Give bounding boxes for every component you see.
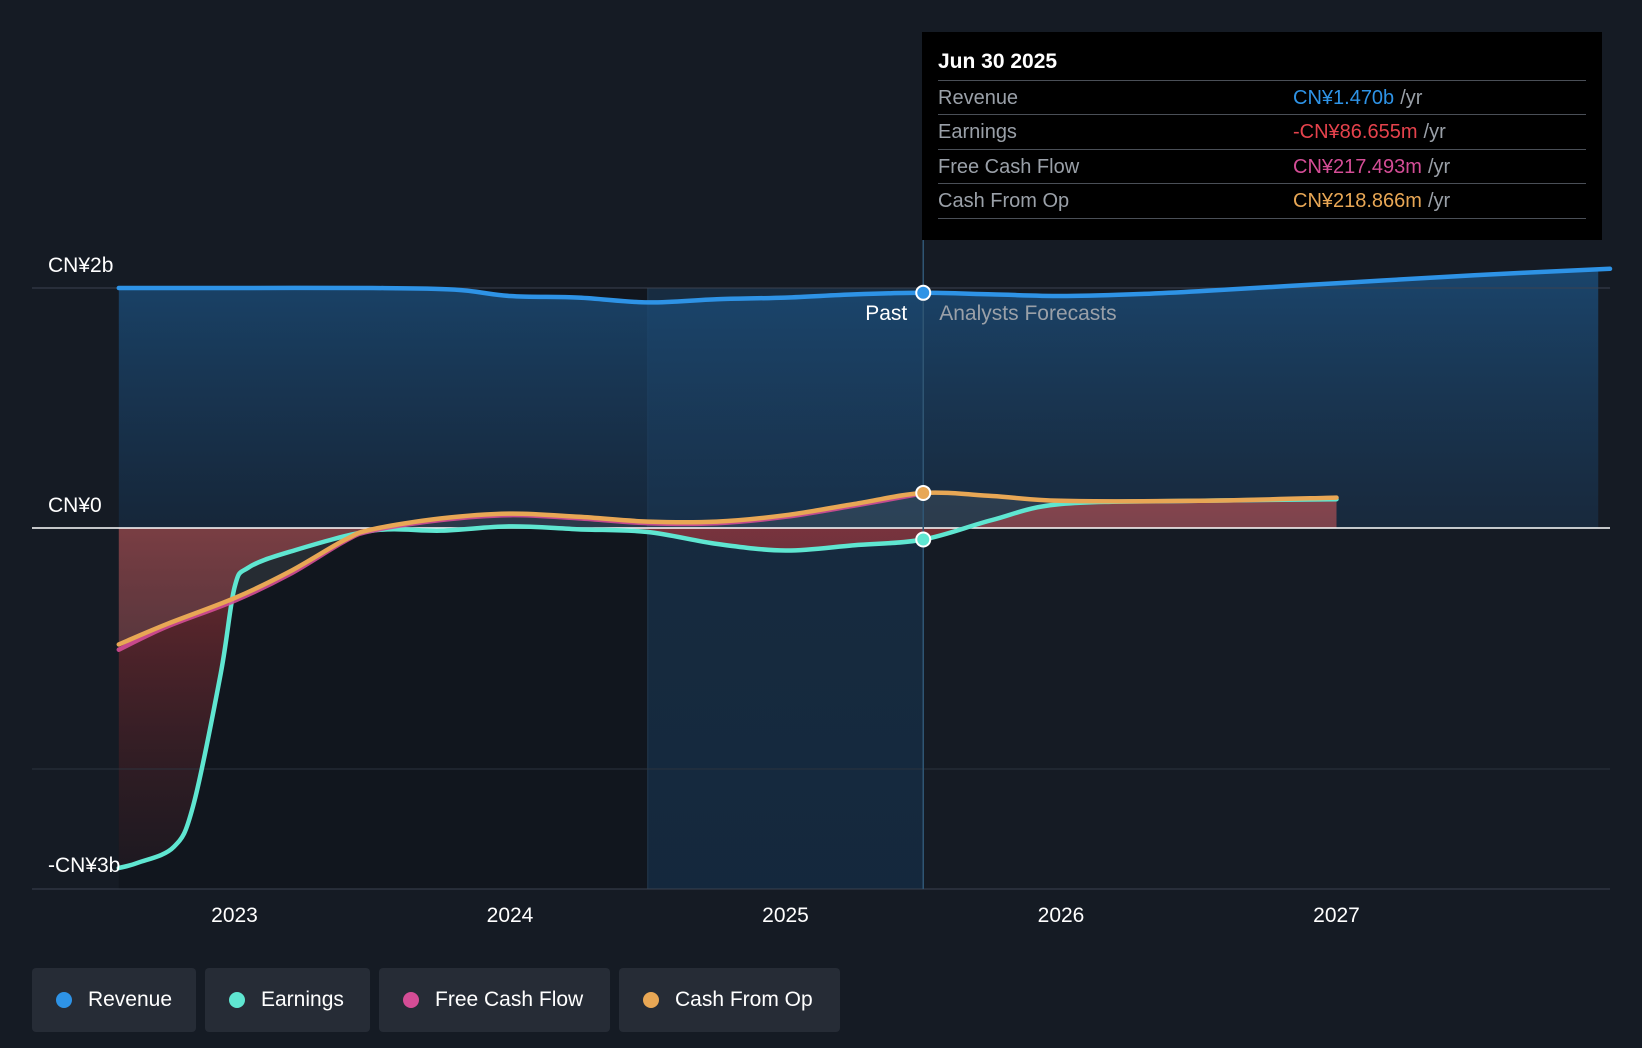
legend-label: Revenue xyxy=(87,988,172,1011)
forecast-label: Analysts Forecasts xyxy=(939,302,1116,325)
y-label-bottom: -CN¥3b xyxy=(48,854,120,877)
legend-item-revenue[interactable]: Revenue xyxy=(32,968,196,1032)
tooltip-unit: /yr xyxy=(1427,156,1451,178)
x-tick-label: 2026 xyxy=(1038,904,1085,927)
series-line-cash-from-op xyxy=(116,490,1339,647)
series-line-revenue xyxy=(116,266,1613,305)
past-label: Past xyxy=(865,302,907,325)
legend-label: Free Cash Flow xyxy=(435,988,584,1011)
cash-from-op-marker xyxy=(915,484,932,501)
tooltip-row-revenue: Revenue CN¥1.470b/yr xyxy=(938,80,1586,115)
legend-item-cash-from-op[interactable]: Cash From Op xyxy=(619,968,840,1032)
tooltip-value: -CN¥86.655m xyxy=(1293,121,1418,143)
tooltip-unit: /yr xyxy=(1423,121,1446,143)
legend-label: Earnings xyxy=(261,988,344,1011)
tooltip-row-cash-from-op: Cash From Op CN¥218.866m/yr xyxy=(938,183,1586,219)
revenue-marker xyxy=(915,284,932,301)
tooltip-value: CN¥217.493m xyxy=(1293,156,1422,178)
tooltip-label: Free Cash Flow xyxy=(938,156,1080,178)
y-label-zero: CN¥0 xyxy=(48,494,102,517)
tooltip-row-free-cash-flow: Free Cash Flow CN¥217.493m/yr xyxy=(938,149,1586,184)
tooltip-value: CN¥218.866m xyxy=(1293,190,1422,212)
legend-dot-icon xyxy=(229,992,245,1008)
earnings-marker xyxy=(915,531,932,548)
series-line-earnings xyxy=(116,496,1339,871)
legend-dot-icon xyxy=(643,992,659,1008)
x-tick-label: 2027 xyxy=(1313,904,1360,927)
tooltip-date: Jun 30 2025 xyxy=(938,50,1058,73)
tooltip-value: CN¥1.470b xyxy=(1293,87,1395,109)
tooltip-unit: /yr xyxy=(1427,190,1451,212)
legend-dot-icon xyxy=(56,992,72,1008)
tooltip-unit: /yr xyxy=(1400,87,1423,109)
revenue-area xyxy=(118,268,1599,528)
tooltip-label: Earnings xyxy=(938,121,1017,143)
data-tooltip: Jun 30 2025 Revenue CN¥1.470b/yr Earning… xyxy=(922,32,1602,240)
tooltip-row-earnings: Earnings -CN¥86.655m/yr xyxy=(938,114,1586,149)
earnings-area xyxy=(118,499,1337,868)
legend-label: Cash From Op xyxy=(675,988,813,1011)
chart-legend: Revenue Earnings Free Cash Flow Cash Fro… xyxy=(32,968,840,1032)
legend-item-earnings[interactable]: Earnings xyxy=(205,968,370,1032)
x-tick-label: 2023 xyxy=(211,904,258,927)
legend-item-free-cash-flow[interactable]: Free Cash Flow xyxy=(379,968,610,1032)
tooltip-label: Cash From Op xyxy=(938,190,1070,212)
legend-dot-icon xyxy=(403,992,419,1008)
x-tick-label: 2024 xyxy=(487,904,534,927)
tooltip-label: Revenue xyxy=(938,87,1019,109)
y-label-top: CN¥2b xyxy=(48,254,113,277)
x-tick-label: 2025 xyxy=(762,904,809,927)
